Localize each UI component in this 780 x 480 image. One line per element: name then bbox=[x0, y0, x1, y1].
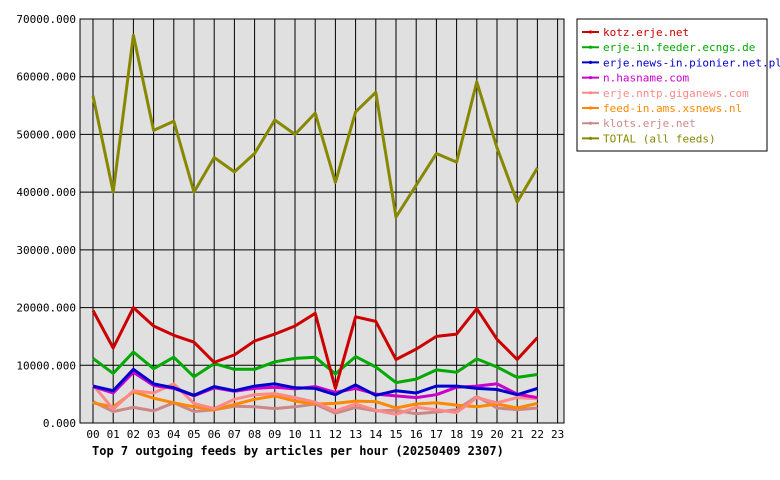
y-tick-label: 20000.000 bbox=[16, 302, 76, 315]
x-tick-label: 03 bbox=[147, 428, 160, 441]
x-tick-label: 12 bbox=[329, 428, 342, 441]
legend-entry: feed-in.ams.xsnews.nl bbox=[603, 102, 742, 115]
plot-background bbox=[80, 19, 564, 423]
y-tick-label: 50000.000 bbox=[16, 128, 76, 141]
series-line-5 bbox=[92, 390, 538, 412]
legend-entry: erje.news-in.pionier.net.pl bbox=[603, 56, 780, 69]
x-tick-label: 07 bbox=[228, 428, 241, 441]
x-tick-label: 01 bbox=[107, 428, 120, 441]
series-lines bbox=[91, 33, 539, 416]
x-tick-label: 00 bbox=[86, 428, 99, 441]
x-tick-label: 02 bbox=[127, 428, 140, 441]
y-tick-label: 10000.000 bbox=[16, 359, 76, 372]
legend-marker bbox=[588, 30, 593, 34]
x-tick-label: 15 bbox=[389, 428, 402, 441]
legend-marker bbox=[588, 121, 593, 125]
grid-lines bbox=[80, 18, 564, 424]
y-tick-label: 70000.000 bbox=[16, 13, 76, 26]
legend-entry: TOTAL (all feeds) bbox=[603, 132, 716, 145]
y-tick-label: 40000.000 bbox=[16, 186, 76, 199]
legend-marker bbox=[588, 91, 593, 95]
x-tick-label: 19 bbox=[470, 428, 483, 441]
series-line-1 bbox=[92, 350, 538, 385]
y-tick-label: 0.000 bbox=[43, 417, 76, 430]
series-line-2 bbox=[92, 367, 538, 397]
x-axis-ticks: 00 01 02 03 04 05 06 07 08 09 10 11 12 13 14 15 16 17 18 19… bbox=[86, 428, 564, 441]
x-tick-label: 10 bbox=[288, 428, 301, 441]
legend-marker bbox=[588, 106, 593, 110]
legend-box bbox=[576, 18, 768, 152]
x-tick-label: 14 bbox=[369, 428, 383, 441]
x-tick-label: 22 bbox=[531, 428, 544, 441]
x-tick-label: 16 bbox=[410, 428, 423, 441]
x-tick-label: 04 bbox=[167, 428, 181, 441]
legend-entry: kotz.erje.net bbox=[603, 26, 689, 39]
x-tick-label: 20 bbox=[490, 428, 503, 441]
legend-entry: erje.nntp.giganews.com bbox=[603, 87, 749, 100]
legend-marker bbox=[588, 136, 593, 140]
y-tick-label: 30000.000 bbox=[16, 244, 76, 257]
legend-marker bbox=[588, 45, 593, 49]
series-line-7 bbox=[91, 33, 539, 219]
x-tick-label: 08 bbox=[248, 428, 261, 441]
x-tick-label: 17 bbox=[430, 428, 443, 441]
x-tick-label: 09 bbox=[268, 428, 281, 441]
x-tick-label: 18 bbox=[450, 428, 463, 441]
x-tick-label: 13 bbox=[349, 428, 362, 441]
legend-entry: klots.erje.net bbox=[603, 117, 696, 130]
series-line-0 bbox=[91, 306, 539, 390]
x-tick-label: 23 bbox=[551, 428, 564, 441]
x-tick-label: 05 bbox=[187, 428, 200, 441]
plot-border bbox=[79, 18, 565, 424]
legend-entry: erje-in.feeder.ecngs.de bbox=[603, 41, 755, 54]
chart-title: Top 7 outgoing feeds by articles per hou… bbox=[92, 444, 504, 458]
legend-marker bbox=[588, 76, 593, 80]
x-tick-label: 06 bbox=[208, 428, 221, 441]
legend-marker bbox=[588, 60, 593, 64]
y-axis-ticks: 0.000 10000.000 20000.000 30000.000 40000.00… bbox=[16, 13, 76, 430]
y-tick-label: 60000.000 bbox=[16, 71, 76, 84]
x-tick-label: 21 bbox=[511, 428, 524, 441]
x-tick-label: 11 bbox=[309, 428, 322, 441]
legend-entry: n.hasname.com bbox=[603, 72, 689, 85]
legend: kotz.erje.net erje-in.feeder.ecngs.de erje… bbox=[576, 18, 780, 152]
